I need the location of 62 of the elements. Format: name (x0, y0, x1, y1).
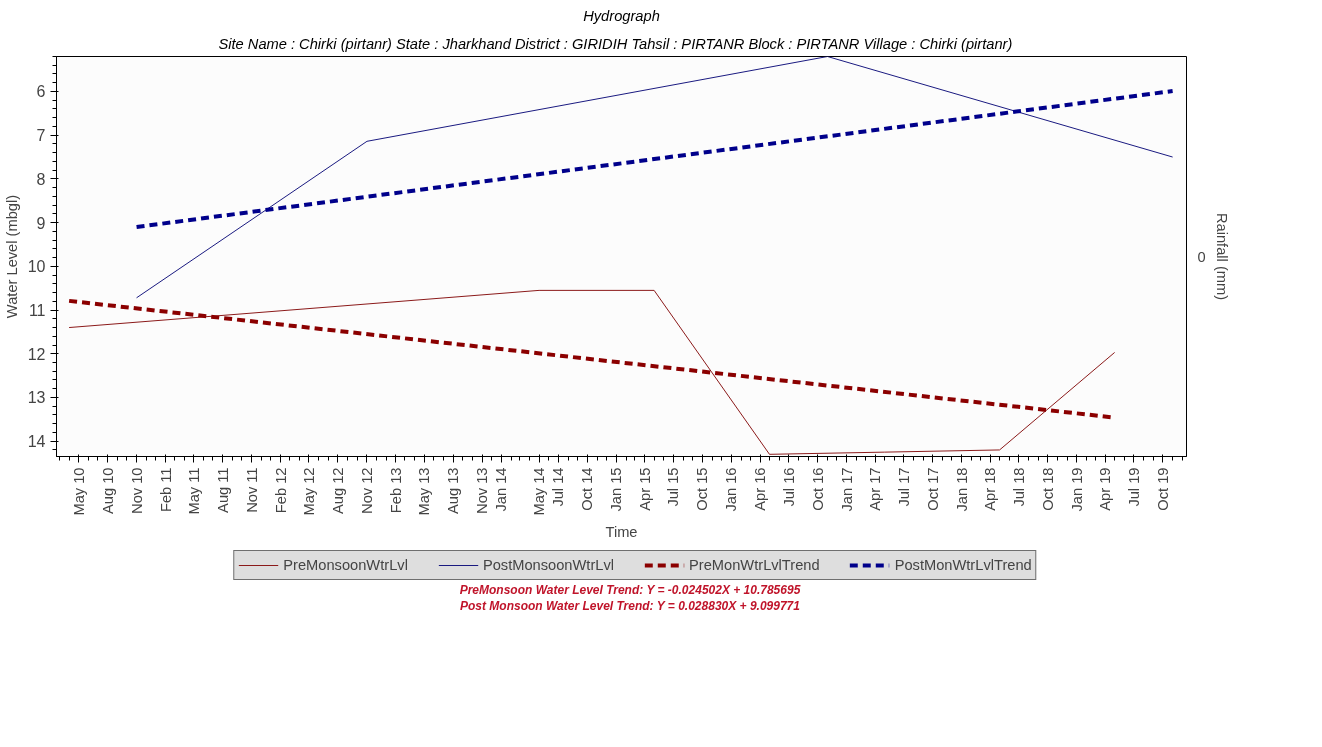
x-tick-label: Aug 10 (99, 467, 116, 514)
x-tick-label: Aug 12 (329, 467, 346, 514)
x-tick-label: Oct 18 (1039, 467, 1056, 511)
x-tick-label: Apr 16 (752, 467, 769, 511)
x-tick-label: May 14 (531, 467, 548, 516)
chart-subtitle: Site Name : Chirki (pirtanr) State : Jharkhand District : GIRIDIH Tahsil : PIRTANR Block : PIRTANR Village : Chirki (pirtanr) (218, 35, 1013, 52)
x-tick-label: Jul 16 (780, 467, 797, 507)
x-tick-label: Oct 17 (924, 467, 941, 511)
x-tick-label: Jan 18 (953, 467, 970, 512)
x-tick-label: Jul 19 (1125, 467, 1142, 507)
y-tick-label: 12 (27, 345, 46, 363)
x-tick-label: Feb 12 (272, 467, 289, 514)
x-tick-label: Apr 17 (867, 467, 884, 511)
legend-label: PostMonWtrLvlTrend (894, 557, 1032, 573)
x-tick-label: Oct 16 (809, 467, 826, 511)
x-tick-label: Nov 10 (128, 467, 145, 514)
x-tick-label: Oct 15 (694, 467, 711, 511)
x-tick-label: Nov 13 (474, 467, 491, 514)
x-tick-label: Apr 19 (1097, 467, 1114, 511)
x-tick-label: Aug 11 (214, 467, 231, 513)
text: PreMonsoon Water Level Trend: Y = -0.024502X + 10.785695 (459, 583, 801, 597)
legend-label: PreMonWtrLvlTrend (689, 557, 820, 573)
y-tick-label: 10 (27, 258, 46, 276)
y-tick-label: 14 (27, 433, 46, 451)
y-tick-label: 9 (36, 214, 46, 232)
x-tick-label: Oct 19 (1154, 467, 1171, 511)
x-tick-label: Feb 11 (157, 467, 174, 513)
legend-label: PreMonsoonWtrLvl (283, 557, 408, 573)
x-tick-label: Jan 17 (838, 467, 855, 512)
x-tick-label: Oct 14 (579, 467, 596, 511)
x-tick-label: Jul 18 (1010, 467, 1027, 507)
x-tick-label: Jan 19 (1068, 467, 1085, 512)
x-tick-label: Nov 12 (358, 467, 375, 514)
x-tick-label: Apr 15 (636, 467, 653, 511)
x-tick-label: Jan 16 (723, 467, 740, 512)
text: 0 (1197, 248, 1206, 265)
y-tick-label: 7 (36, 127, 46, 145)
line-series (136, 56, 1174, 299)
text: Post Monsoon Water Level Trend: Y = 0.028830X + 9.099771 (460, 599, 800, 614)
x-axis-title: Time (605, 523, 638, 540)
legend-label: PostMonsoonWtrLvl (482, 557, 615, 573)
x-tick-label: Nov 11 (243, 467, 260, 513)
x-tick-label: Jan 15 (608, 467, 625, 512)
y-tick-label: 13 (27, 389, 46, 407)
x-tick-label: May 13 (416, 467, 433, 516)
chart-title: Hydrograph (583, 7, 660, 24)
x-tick-label: May 11 (185, 467, 202, 515)
y-tick-label: 8 (36, 170, 46, 188)
x-tick-label: Feb 13 (387, 467, 404, 514)
x-tick-label: Apr 18 (982, 467, 999, 511)
y2-axis-title: Rainfall (mm) (1213, 212, 1230, 301)
x-tick-label: Jul 14 (550, 467, 567, 507)
x-tick-label: Jan 14 (493, 467, 510, 512)
x-tick-label: May 12 (300, 467, 317, 516)
y-tick-label: 11 (28, 302, 46, 320)
line-series (68, 289, 1116, 455)
x-tick-label: Jul 15 (665, 467, 682, 507)
x-tick-label: Jul 17 (895, 467, 912, 507)
y-axis-title: Water Level (mbgl) (3, 194, 20, 319)
y-tick-label: 6 (36, 83, 46, 101)
x-tick-label: May 10 (70, 467, 87, 516)
x-tick-label: Aug 13 (445, 467, 462, 514)
